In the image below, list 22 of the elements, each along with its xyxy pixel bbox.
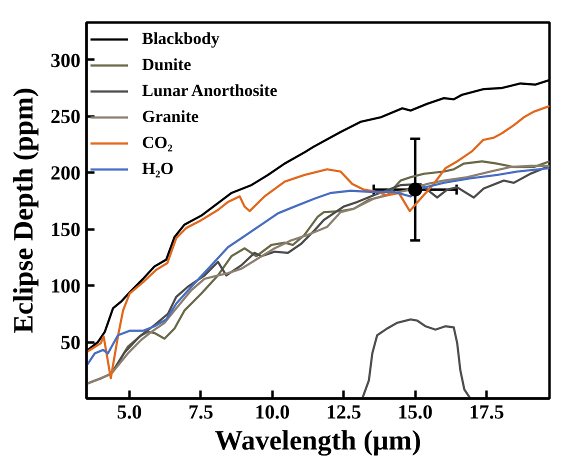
y-tick-label: 300 [50, 50, 80, 72]
x-tick-label: 5.0 [116, 402, 142, 424]
x-tick-label: 15.0 [398, 402, 433, 424]
legend-label: Dunite [142, 54, 192, 76]
y-axis-title: Eclipse Depth (ppm) [8, 88, 40, 334]
x-tick-label: 12.5 [326, 402, 362, 424]
x-tick-label: 7.5 [188, 402, 214, 424]
x-tick-label: 17.5 [469, 402, 504, 424]
y-tick-label: 100 [50, 276, 80, 298]
x-axis-title: Wavelength (μm) [214, 426, 422, 456]
x-tick-label: 10.0 [254, 402, 290, 424]
line-series [86, 104, 550, 380]
legend-label: Lunar Anorthosite [142, 80, 278, 102]
y-tick-label: 250 [50, 106, 80, 128]
line-series [361, 318, 472, 398]
y-tick-label: 150 [50, 219, 80, 242]
legend-label: CO₂ [142, 132, 173, 154]
y-tick-label: 50 [60, 332, 80, 354]
y-tick-label: 200 [50, 162, 80, 185]
legend-label: H₂O [142, 158, 174, 180]
legend-label: Blackbody [142, 28, 220, 50]
legend-label: Granite [142, 106, 199, 128]
